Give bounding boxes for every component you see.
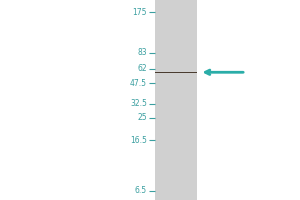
Text: 83: 83 — [137, 48, 147, 57]
Bar — [154, 0, 196, 200]
Bar — [154, 72, 196, 73]
Text: 16.5: 16.5 — [130, 136, 147, 145]
Text: 47.5: 47.5 — [130, 79, 147, 88]
Text: 175: 175 — [133, 8, 147, 17]
Text: 25: 25 — [137, 113, 147, 122]
Text: 32.5: 32.5 — [130, 99, 147, 108]
Text: 6.5: 6.5 — [135, 186, 147, 195]
Text: 62: 62 — [137, 64, 147, 73]
